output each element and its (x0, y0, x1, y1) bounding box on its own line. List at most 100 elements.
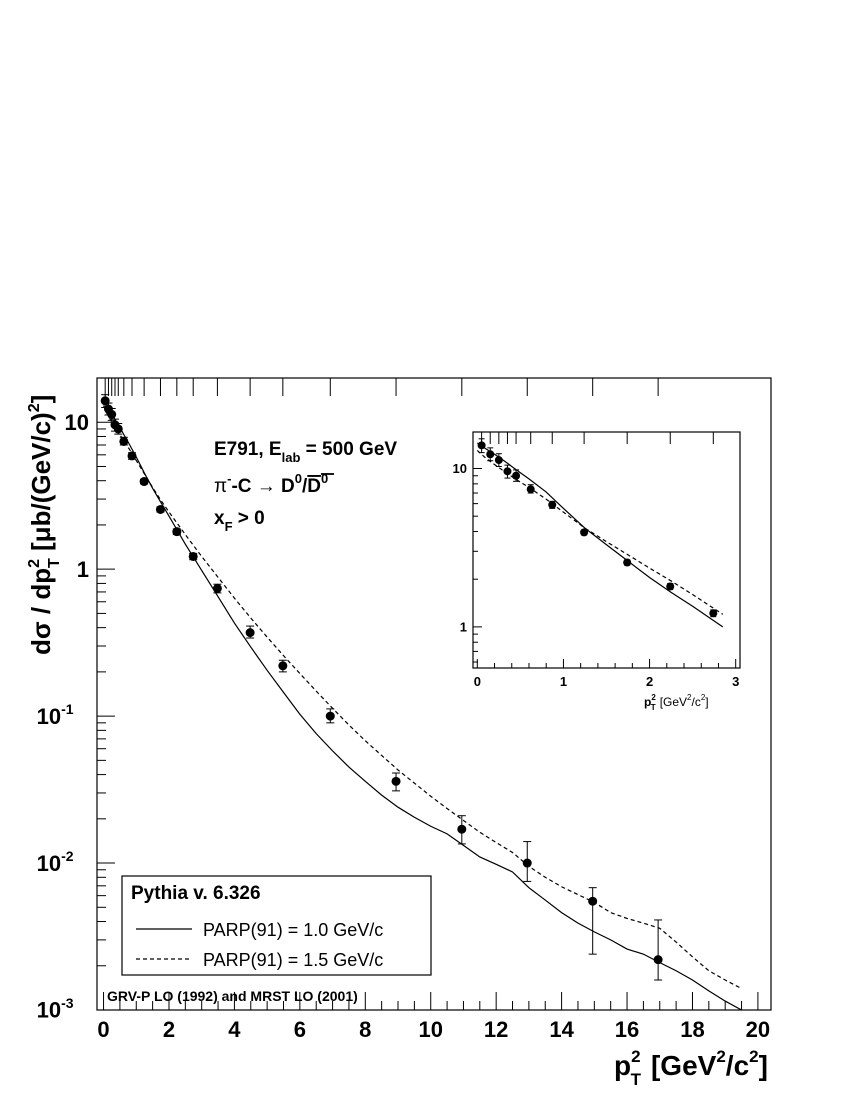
legend: Pythia v. 6.326 PARP(91) = 1.0 GeV/c PAR… (121, 875, 432, 976)
main-x-axis: 0 2 4 6 8 10 12 14 16 18 20 (97, 992, 770, 1042)
data-marker (127, 451, 137, 461)
data-marker (245, 628, 255, 638)
inset-data-points (477, 438, 718, 618)
data-point (548, 500, 557, 509)
x-tick-label: 12 (484, 1017, 508, 1042)
data-marker (172, 527, 182, 537)
data-marker (548, 500, 557, 509)
main-plot-frame (96, 377, 772, 1011)
x-tick-label: 2 (646, 674, 653, 689)
y-tick-label: 10-1 (37, 701, 74, 729)
inset-x-axis: 0 1 2 3 (474, 659, 739, 689)
data-marker (113, 424, 123, 434)
pdf-footnote: GRV-P LO (1992) and MRST LO (2001) (107, 988, 358, 1004)
main-data-rug (104, 378, 659, 396)
x-tick-label: 8 (359, 1017, 371, 1042)
x-tick-label: 20 (746, 1017, 770, 1042)
legend-entry-solid: PARP(91) = 1.0 GeV/c (203, 920, 383, 940)
data-point (457, 815, 467, 845)
y-tick-label: 1 (460, 619, 467, 634)
annotation-experiment: E791, Elab = 500 GeV (214, 439, 397, 465)
data-marker (278, 661, 288, 671)
data-marker (119, 436, 129, 446)
x-tick-label: 16 (615, 1017, 639, 1042)
main-data-points (100, 394, 663, 981)
annotation-reaction: π--C → D0/D0 (214, 471, 328, 497)
data-marker (486, 450, 495, 459)
data-marker (666, 582, 675, 591)
curve-parp-1p5 (102, 405, 742, 990)
data-marker (623, 558, 632, 567)
annotation-xf-cut: xF > 0 (214, 508, 265, 534)
x-tick-label: 14 (549, 1017, 574, 1042)
data-marker (391, 776, 401, 786)
data-marker (457, 824, 467, 834)
data-point (107, 408, 117, 421)
data-marker (139, 477, 149, 487)
inset-data-rug (481, 432, 714, 444)
data-point (522, 841, 532, 882)
x-tick-label: 1 (560, 674, 567, 689)
data-point (580, 528, 589, 537)
main-y-axis: 10 1 10-1 10-2 10-3 (37, 377, 115, 1023)
data-marker (325, 711, 335, 721)
data-point (127, 451, 137, 461)
data-point (709, 609, 718, 618)
inset-y-axis: 10 1 (453, 461, 482, 663)
data-marker (503, 467, 512, 476)
x-tick-label: 18 (680, 1017, 704, 1042)
data-point (494, 453, 503, 467)
legend-entry-dashed: PARP(91) = 1.5 GeV/c (203, 950, 383, 970)
data-marker (512, 471, 521, 480)
data-point (588, 887, 598, 955)
data-point (503, 464, 512, 479)
data-point (113, 423, 123, 435)
y-tick-label: 10 (453, 461, 467, 476)
main-y-axis-title: dσ / dp2 T [μb/(GeV/c)2] (26, 395, 63, 655)
x-tick-label: 0 (97, 1017, 109, 1042)
data-point (155, 504, 165, 514)
data-marker (522, 858, 532, 868)
data-point (653, 919, 663, 981)
data-point (666, 582, 675, 591)
data-marker (477, 441, 486, 450)
y-tick-label: 1 (77, 557, 89, 582)
data-point (188, 551, 198, 561)
data-marker (188, 551, 198, 561)
data-point (278, 659, 288, 673)
data-marker (588, 896, 598, 906)
data-point (172, 527, 182, 537)
data-point (391, 772, 401, 792)
data-point (512, 469, 521, 482)
x-tick-label: 4 (228, 1017, 241, 1042)
data-point (477, 438, 486, 454)
data-marker (709, 609, 718, 618)
data-marker (212, 583, 222, 593)
x-tick-label: 3 (732, 674, 739, 689)
legend-title: Pythia v. 6.326 (131, 883, 261, 904)
data-marker (580, 528, 589, 537)
inset-plot: 0 1 2 3 10 1 p2 T [GeV2/c2] (453, 431, 741, 712)
data-marker (494, 456, 503, 465)
x-tick-label: 6 (294, 1017, 306, 1042)
data-marker (107, 409, 117, 419)
x-tick-label: 0 (474, 674, 481, 689)
data-point (325, 708, 335, 724)
data-marker (155, 504, 165, 514)
data-point (212, 583, 222, 594)
y-tick-label: 10-3 (37, 995, 74, 1023)
x-tick-label: 10 (418, 1017, 442, 1042)
data-point (486, 447, 495, 462)
data-marker (526, 485, 535, 494)
main-x-axis-title: p2 T [GeV2/c2] (614, 1047, 768, 1089)
data-point (119, 436, 129, 446)
y-tick-label: 10 (65, 410, 89, 435)
data-point (623, 558, 632, 567)
data-point (245, 625, 255, 639)
inset-x-axis-title: p2 T [GeV2/c2] (644, 693, 709, 712)
data-point (526, 484, 535, 494)
data-point (139, 477, 149, 487)
data-marker (653, 955, 663, 965)
